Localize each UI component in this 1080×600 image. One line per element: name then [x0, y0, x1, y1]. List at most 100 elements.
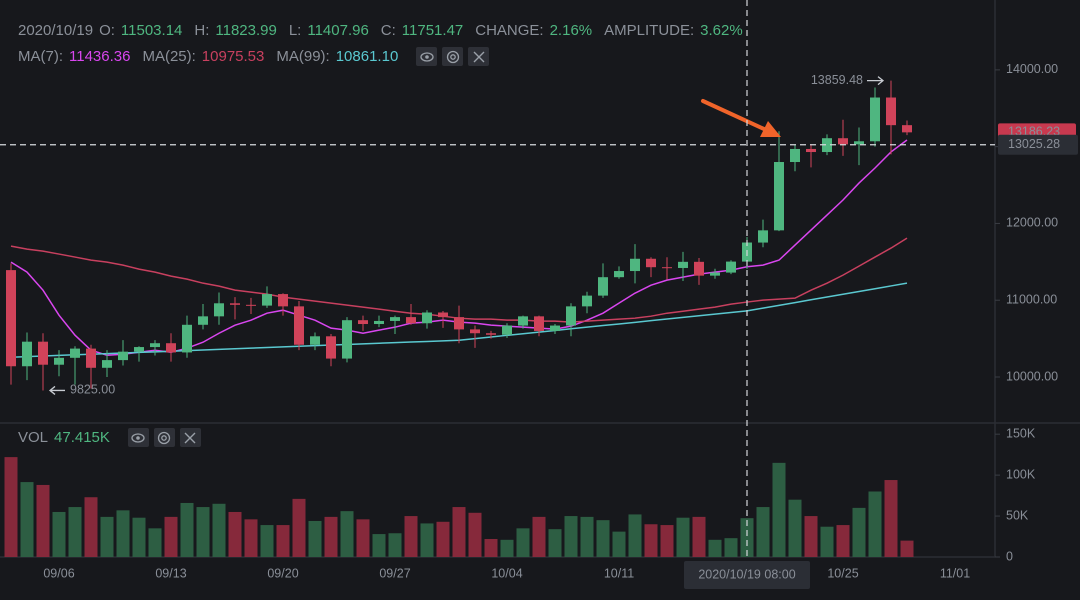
legend-value: 10975.53 [201, 48, 265, 65]
candle-body [902, 125, 912, 133]
toggle-visibility-button[interactable] [127, 428, 149, 447]
volume-tick-label: 0 [1006, 549, 1013, 563]
volume-bars [4, 457, 914, 557]
volume-bar [20, 482, 34, 557]
volume-bar [788, 499, 802, 557]
candle-body [262, 294, 272, 306]
candle-body [502, 325, 512, 335]
legend-value: 10861.10 [335, 48, 399, 65]
candle-body [390, 317, 400, 321]
candle-body [774, 162, 784, 231]
candle-body [246, 304, 256, 306]
candle-body [870, 97, 880, 142]
candle-body [566, 306, 576, 326]
candle-body [278, 294, 288, 307]
volume-bar [292, 498, 306, 557]
pointer-arrow-head [760, 121, 781, 137]
volume-bar [36, 484, 50, 557]
y-tick-label: 14000.00 [1006, 62, 1058, 76]
volume-bar [356, 519, 370, 557]
volume-tick-label: 100K [1006, 467, 1036, 481]
remove-button[interactable] [179, 428, 201, 447]
ma-legend: MA(7): 11436.36 MA(25): 10975.53 MA(99): 1086… [18, 47, 490, 66]
volume-bar [740, 518, 754, 557]
crosshair-price-label: 13025.28 [1008, 137, 1060, 151]
volume-bar [484, 538, 498, 557]
candle-body [6, 270, 16, 367]
candle-body [726, 261, 736, 273]
volume-bar [468, 512, 482, 557]
volume-bar [820, 526, 834, 557]
candle-body [86, 348, 96, 368]
volume-bar [804, 516, 818, 557]
y-tick-label: 11000.00 [1006, 293, 1057, 307]
volume-tick-label: 50K [1006, 508, 1029, 522]
candle-body [22, 341, 32, 367]
ohlc-header: 2020/10/19 O: 11503.14 H: 11823.99 L: 11407.96… [18, 22, 749, 39]
candle-body [406, 317, 416, 324]
volume-bar [228, 511, 242, 557]
volume-bar [836, 525, 850, 557]
header-label: H: [194, 22, 210, 39]
volume-bar [340, 511, 354, 557]
header-value: 11823.99 [215, 22, 277, 39]
candle-body [838, 138, 848, 145]
volume-bar [724, 538, 738, 557]
icon [158, 431, 171, 444]
header-label: C: [380, 22, 396, 39]
high-label: 13859.48 [811, 73, 863, 87]
volume-bar [548, 529, 562, 557]
volume-bar [660, 525, 674, 557]
candle-body [454, 317, 464, 330]
legend-name: MA(99): [276, 48, 330, 65]
low-label: 9825.00 [70, 383, 115, 397]
candle-body [70, 348, 80, 358]
volume-bar [516, 528, 530, 557]
indicator-buttons [416, 47, 490, 66]
annotations: 9825.00 13859.48 [48, 73, 885, 397]
candle-body [374, 320, 384, 325]
volume-bar [100, 516, 114, 557]
candle-body [182, 324, 192, 353]
header-value: 11503.14 [120, 22, 183, 39]
candle-body [102, 360, 112, 368]
volume-bar [116, 510, 130, 557]
icon [420, 51, 434, 62]
settings-button[interactable] [153, 428, 175, 447]
candle-body [310, 336, 320, 345]
volume-bar [452, 507, 466, 557]
candle-body [342, 320, 352, 359]
pointer-arrow [701, 99, 766, 131]
volume-bar [564, 516, 578, 557]
volume-bar [692, 516, 706, 557]
candle-body [214, 303, 224, 317]
remove-button[interactable] [468, 47, 490, 66]
x-tick-label: 10/04 [491, 566, 522, 580]
volume-bar [68, 507, 82, 557]
toggle-visibility-button[interactable] [416, 47, 438, 66]
header-date: 2020/10/19 [18, 22, 94, 39]
volume-bar [372, 534, 386, 557]
candle-body [710, 272, 720, 276]
volume-bar [404, 516, 418, 557]
icon [184, 432, 196, 443]
candle-body [326, 336, 336, 359]
volume-bar [132, 517, 146, 557]
volume-bar [388, 533, 402, 557]
volume-bar [196, 507, 210, 557]
volume-bar [4, 457, 18, 557]
candle-body [294, 306, 304, 345]
volume-bar [900, 540, 914, 557]
volume-bar [308, 520, 322, 557]
header-label: L: [288, 22, 302, 39]
candle-body [118, 351, 128, 361]
candle-body [470, 329, 480, 334]
volume-bar [148, 528, 162, 557]
candle-body [582, 295, 592, 307]
settings-button[interactable] [442, 47, 464, 66]
candle-body [486, 333, 496, 335]
icon [446, 50, 459, 63]
header-value: 11751.47 [401, 22, 464, 39]
volume-bar [596, 520, 610, 557]
